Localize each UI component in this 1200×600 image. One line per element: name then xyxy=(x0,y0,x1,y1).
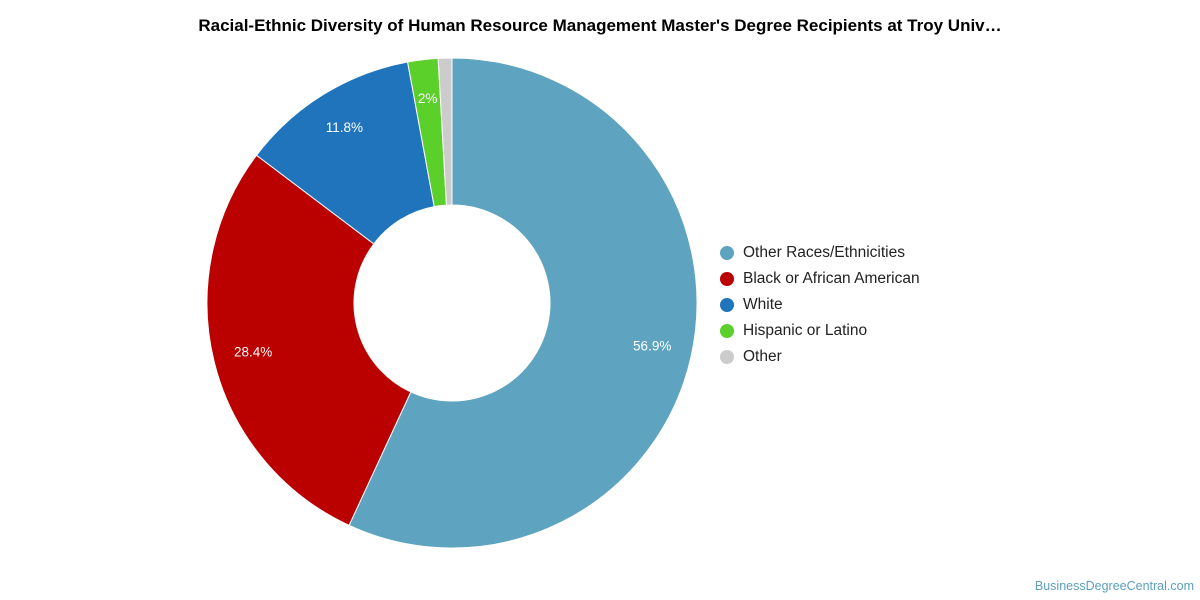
legend-swatch xyxy=(720,350,734,364)
slice-white[interactable] xyxy=(255,61,435,245)
legend-item-black[interactable]: Black or African American xyxy=(720,266,920,292)
legend-swatch xyxy=(720,246,734,260)
legend-swatch xyxy=(720,298,734,312)
slice-labels: 56.9% 28.4% 11.8% 2% xyxy=(234,91,671,359)
legend-item-hispanic[interactable]: Hispanic or Latino xyxy=(720,318,920,344)
legend-item-other-races[interactable]: Other Races/Ethnicities xyxy=(720,240,920,266)
legend: Other Races/Ethnicities Black or African… xyxy=(720,240,920,370)
source-watermark[interactable]: BusinessDegreeCentral.com xyxy=(1034,579,1194,593)
legend-label: Black or African American xyxy=(743,270,920,287)
slice-label-other-races-ethnicities: 56.9% xyxy=(633,339,671,354)
slice-black-or-african-american[interactable] xyxy=(206,154,412,526)
slice-label-hispanic-or-latino: 2% xyxy=(418,91,438,106)
slices xyxy=(206,57,698,549)
slice-label-black-or-african-american: 28.4% xyxy=(234,344,272,359)
legend-item-white[interactable]: White xyxy=(720,292,920,318)
slice-label-white: 11.8% xyxy=(326,120,363,135)
slice-other-races-ethnicities[interactable] xyxy=(348,57,698,549)
legend-swatch xyxy=(720,272,734,286)
chart-title: Racial-Ethnic Diversity of Human Resourc… xyxy=(198,16,1002,35)
legend-label: Other xyxy=(743,348,782,365)
slice-other[interactable] xyxy=(437,57,453,206)
legend-swatch xyxy=(720,324,734,338)
legend-label: Other Races/Ethnicities xyxy=(743,244,905,261)
legend-label: White xyxy=(743,296,783,313)
legend-item-other[interactable]: Other xyxy=(720,344,920,370)
legend-label: Hispanic or Latino xyxy=(743,322,868,339)
